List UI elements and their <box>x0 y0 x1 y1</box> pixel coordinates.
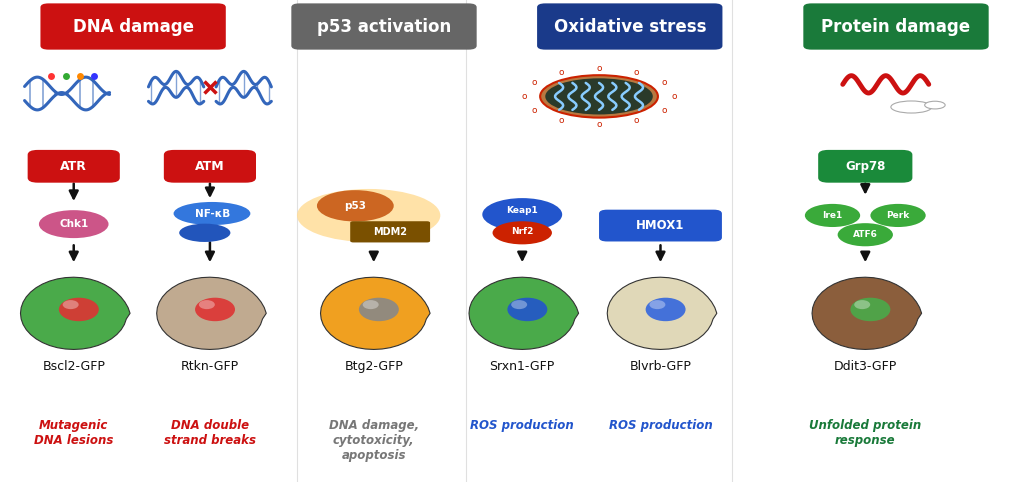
Ellipse shape <box>646 298 686 321</box>
FancyBboxPatch shape <box>350 221 430 242</box>
Polygon shape <box>20 277 130 349</box>
Text: Keap1: Keap1 <box>506 206 539 215</box>
Ellipse shape <box>297 189 440 242</box>
FancyBboxPatch shape <box>291 3 476 50</box>
Text: Chk1: Chk1 <box>59 219 88 229</box>
Text: Bscl2-GFP: Bscl2-GFP <box>42 360 105 373</box>
Ellipse shape <box>511 300 527 309</box>
Ellipse shape <box>179 224 230 242</box>
Ellipse shape <box>493 221 552 244</box>
Text: o: o <box>634 67 639 77</box>
Ellipse shape <box>850 298 890 321</box>
Text: DNA damage,
cytotoxicity,
apoptosis: DNA damage, cytotoxicity, apoptosis <box>329 419 419 462</box>
Text: ATF6: ATF6 <box>853 230 878 239</box>
Text: ATM: ATM <box>196 160 224 173</box>
Ellipse shape <box>508 298 547 321</box>
Ellipse shape <box>358 298 399 321</box>
Polygon shape <box>469 277 579 349</box>
Text: DNA damage: DNA damage <box>73 17 194 36</box>
Text: Unfolded protein
response: Unfolded protein response <box>809 419 922 447</box>
Text: o: o <box>596 64 602 73</box>
Text: o: o <box>662 106 667 115</box>
Ellipse shape <box>545 78 653 114</box>
Text: o: o <box>559 67 564 77</box>
Ellipse shape <box>838 223 893 246</box>
Text: HMOX1: HMOX1 <box>636 219 685 232</box>
Text: ATR: ATR <box>60 160 87 173</box>
Ellipse shape <box>173 202 250 225</box>
Text: NF-κB: NF-κB <box>196 209 230 218</box>
Ellipse shape <box>39 210 109 238</box>
Text: Protein damage: Protein damage <box>821 17 971 36</box>
Ellipse shape <box>62 300 79 309</box>
FancyBboxPatch shape <box>164 150 256 183</box>
Text: o: o <box>662 78 667 87</box>
Text: ROS production: ROS production <box>608 419 713 432</box>
Text: p53 activation: p53 activation <box>316 17 452 36</box>
Text: Rtkn-GFP: Rtkn-GFP <box>181 360 239 373</box>
Ellipse shape <box>195 298 234 321</box>
Text: p53: p53 <box>344 201 367 211</box>
Ellipse shape <box>891 101 932 113</box>
FancyBboxPatch shape <box>803 3 989 50</box>
Text: o: o <box>531 78 537 87</box>
Ellipse shape <box>362 300 379 309</box>
Text: Srxn1-GFP: Srxn1-GFP <box>489 360 555 373</box>
FancyBboxPatch shape <box>818 150 912 183</box>
Text: Mutagenic
DNA lesions: Mutagenic DNA lesions <box>34 419 114 447</box>
Ellipse shape <box>870 204 926 227</box>
Text: Blvrb-GFP: Blvrb-GFP <box>630 360 691 373</box>
Ellipse shape <box>854 300 870 309</box>
Text: o: o <box>596 120 602 129</box>
Text: Ire1: Ire1 <box>822 211 843 220</box>
FancyBboxPatch shape <box>537 3 723 50</box>
Text: o: o <box>634 116 639 125</box>
Ellipse shape <box>482 198 562 231</box>
Text: Perk: Perk <box>887 211 909 220</box>
Text: Btg2-GFP: Btg2-GFP <box>344 360 403 373</box>
Text: ROS production: ROS production <box>470 419 574 432</box>
FancyBboxPatch shape <box>28 150 120 183</box>
Text: Oxidative stress: Oxidative stress <box>554 17 706 36</box>
Polygon shape <box>321 277 430 349</box>
Polygon shape <box>607 277 717 349</box>
Polygon shape <box>157 277 266 349</box>
Polygon shape <box>812 277 922 349</box>
Ellipse shape <box>317 190 393 222</box>
Ellipse shape <box>925 101 945 109</box>
Text: Ddit3-GFP: Ddit3-GFP <box>834 360 897 373</box>
Text: o: o <box>671 92 677 101</box>
Text: o: o <box>521 92 527 101</box>
FancyBboxPatch shape <box>599 210 722 241</box>
Ellipse shape <box>199 300 215 309</box>
FancyBboxPatch shape <box>41 3 225 50</box>
Ellipse shape <box>805 204 860 227</box>
Text: MDM2: MDM2 <box>373 227 408 237</box>
Ellipse shape <box>58 298 99 321</box>
Text: Nrf2: Nrf2 <box>511 228 534 236</box>
Text: o: o <box>531 106 537 115</box>
Text: o: o <box>559 116 564 125</box>
Ellipse shape <box>649 300 666 309</box>
Ellipse shape <box>541 75 657 118</box>
Text: DNA double
strand breaks: DNA double strand breaks <box>164 419 256 447</box>
Text: Grp78: Grp78 <box>845 160 886 173</box>
